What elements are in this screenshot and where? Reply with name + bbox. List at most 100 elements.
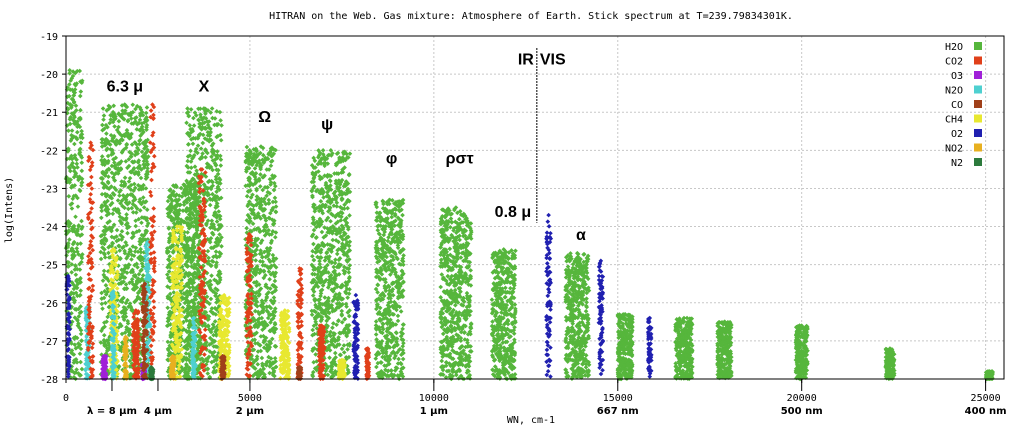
- spectrum-point: [100, 278, 106, 283]
- spectrum-point: [79, 176, 85, 182]
- spectrum-point: [116, 237, 121, 243]
- spectrum-point: [272, 278, 278, 284]
- spectrum-point: [100, 180, 105, 186]
- spectrum-point: [109, 195, 115, 201]
- spectrum-point: [145, 170, 150, 175]
- spectrum-point: [166, 225, 172, 231]
- spectrum-point: [134, 121, 140, 127]
- spectrum-point: [205, 356, 210, 362]
- spectrum-point: [193, 146, 199, 152]
- spectrum-point: [72, 165, 78, 171]
- spectrum-point: [192, 187, 197, 192]
- spectrum-point: [65, 249, 71, 254]
- spectrum-point: [193, 182, 199, 187]
- spectrum-point: [77, 68, 83, 74]
- spectrum-point: [138, 246, 143, 252]
- spectrum-point: [165, 198, 171, 204]
- spectrum-point: [79, 128, 84, 134]
- spectrum-point: [217, 254, 222, 259]
- spectrum-point: [191, 297, 197, 303]
- spectrum-point: [190, 203, 196, 209]
- spectrum-point: [65, 149, 71, 154]
- spectrum-point: [218, 157, 224, 162]
- spectrum-point: [216, 222, 222, 228]
- spectrum-point: [168, 193, 174, 198]
- spectrum-point: [106, 278, 111, 284]
- spectrum-point: [184, 329, 190, 335]
- spectrum-point: [129, 235, 135, 241]
- spectrum-point: [69, 156, 75, 162]
- spectrum-point: [255, 362, 261, 367]
- spectrum-point: [138, 186, 144, 192]
- spectrum-point: [182, 219, 187, 225]
- spectrum-point: [73, 135, 79, 140]
- spectrum-point: [184, 295, 189, 300]
- spectrum-point: [192, 172, 198, 177]
- spectrum-point: [133, 203, 138, 209]
- spectrum-point: [218, 224, 223, 230]
- spectrum-point: [72, 141, 77, 147]
- spectrum-point: [214, 189, 219, 195]
- spectrum-point: [198, 112, 203, 117]
- spectrum-point: [396, 356, 401, 362]
- spectrum-point: [173, 229, 178, 234]
- spectrum-point: [99, 240, 104, 246]
- spectrum-point: [70, 184, 76, 189]
- spectrum-point: [69, 269, 74, 275]
- spectrum-point: [207, 196, 213, 202]
- spectrum-point: [168, 265, 173, 270]
- spectrum-point: [77, 277, 83, 282]
- spectrum-point: [214, 180, 220, 185]
- spectrum-point: [134, 279, 140, 284]
- spectrum-point: [208, 164, 214, 170]
- spectrum-point: [191, 300, 196, 306]
- spectrum-point: [137, 127, 142, 133]
- spectrum-point: [116, 263, 121, 269]
- spectrum-point: [139, 124, 145, 129]
- spectrum-point: [141, 158, 147, 164]
- spectrum-point: [139, 121, 145, 126]
- spectrum-point: [205, 133, 211, 138]
- spectrum-point: [125, 118, 131, 123]
- spectrum-point: [99, 191, 105, 197]
- spectrum-point: [214, 300, 219, 305]
- spectrum-point: [134, 285, 140, 290]
- spectrum-point: [168, 245, 173, 251]
- spectrum-point: [126, 179, 132, 184]
- spectrum-point: [211, 324, 217, 330]
- spectrum-point: [209, 273, 214, 278]
- spectrum-point: [125, 321, 131, 326]
- spectrum-point: [127, 149, 132, 155]
- spectrum-point: [68, 102, 73, 107]
- spectrum-point: [203, 111, 208, 116]
- spectrum-point: [66, 194, 72, 199]
- spectrum-point: [253, 341, 258, 346]
- spectrum-point: [102, 255, 108, 260]
- spectrum-point: [128, 192, 133, 197]
- spectrum-point: [219, 243, 224, 249]
- spectrum-point: [165, 272, 170, 277]
- spectrum-point: [175, 368, 181, 373]
- spectrum-point: [217, 250, 222, 255]
- spectrum-point: [137, 199, 142, 205]
- spectrum-point: [115, 198, 121, 203]
- spectrum-point: [119, 133, 125, 139]
- spectrum-point: [191, 280, 197, 285]
- spectrum-point: [200, 125, 206, 131]
- spectrum-point: [210, 259, 216, 264]
- spectrum-point: [141, 205, 147, 210]
- spectrum-point: [144, 156, 149, 161]
- spectrum-point: [72, 370, 77, 376]
- spectrum-point: [133, 149, 138, 154]
- spectrum-point: [79, 80, 85, 86]
- spectrum-point: [129, 361, 135, 366]
- spectrum-point: [79, 155, 85, 160]
- spectrum-point: [108, 117, 114, 122]
- spectrum-point: [67, 70, 72, 76]
- spectrum-point: [186, 328, 192, 334]
- spectrum-point: [139, 215, 145, 220]
- spectrum-point: [272, 306, 278, 311]
- spectrum-point: [72, 70, 78, 76]
- spectrum-peak-point: [122, 102, 127, 107]
- spectrum-point: [215, 149, 220, 154]
